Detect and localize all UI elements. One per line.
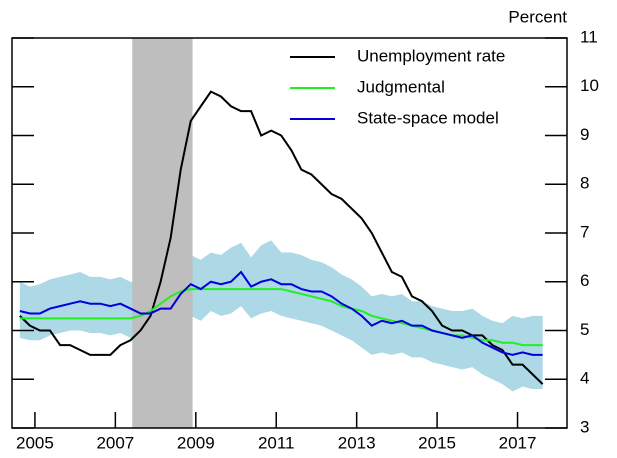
legend-label: State-space model xyxy=(357,108,499,127)
x-tick-label: 2015 xyxy=(418,433,456,452)
x-tick-label: 2009 xyxy=(177,433,215,452)
y-tick-label: 6 xyxy=(580,271,589,290)
legend-label: Unemployment rate xyxy=(357,46,505,65)
x-tick-label: 2007 xyxy=(96,433,134,452)
legend-label: Judgmental xyxy=(357,77,445,96)
recession-shade xyxy=(132,38,193,428)
y-tick-label: 9 xyxy=(580,125,589,144)
y-tick-label: 11 xyxy=(580,27,598,46)
y-tick-label: 5 xyxy=(580,320,589,339)
y-axis-label: Percent xyxy=(508,7,567,26)
y-tick-label: 10 xyxy=(580,76,599,95)
y-tick-label: 4 xyxy=(580,369,589,388)
x-tick-label: 2011 xyxy=(258,433,295,452)
confidence-band xyxy=(19,240,543,392)
x-tick-label: 2013 xyxy=(338,433,376,452)
y-tick-label: 7 xyxy=(580,222,589,241)
series-line xyxy=(19,270,543,356)
x-tick-label: 2005 xyxy=(16,433,54,452)
y-tick-label: 8 xyxy=(580,174,589,193)
x-tick-label: 2017 xyxy=(499,433,537,452)
y-tick-label: 3 xyxy=(580,417,589,436)
series-line xyxy=(19,90,544,385)
